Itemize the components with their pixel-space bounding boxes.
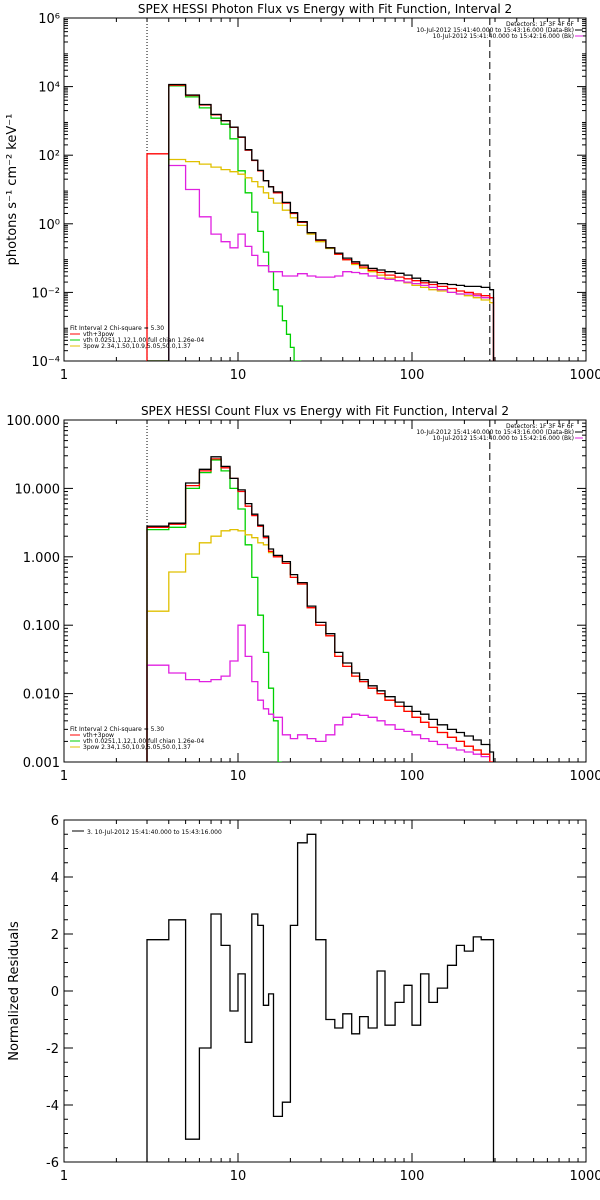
legend-entry: 3pow 2.34,1.50,10.9,5.05,50.0,1.37 xyxy=(83,744,191,751)
series-line-vth-0-0251-1-12-1-00 xyxy=(147,85,302,361)
y-tick-label: -4 xyxy=(46,1099,59,1114)
legend-top-line: Detectors: 1F 3F 4F 6F xyxy=(506,423,575,430)
y-tick-label: 10⁻² xyxy=(31,286,60,301)
x-tick-label: 1000 xyxy=(569,1169,600,1184)
legend-top-line: 10-Jul-2012 15:41:40.000 to 15:42:16.000… xyxy=(433,33,574,40)
y-tick-label: 6 xyxy=(51,814,59,829)
legend-top-line: 10-Jul-2012 15:41:40.000 to 15:43:16.000… xyxy=(416,429,574,436)
chart-title: SPEX HESSI Photon Flux vs Energy with Fi… xyxy=(138,2,512,16)
legend-entry: vth+3pow xyxy=(83,331,114,338)
plot-frame xyxy=(63,819,587,1163)
series-line-3pow-2-34-1-50-10-9- xyxy=(146,528,494,762)
x-tick-label: 100 xyxy=(400,769,425,784)
x-tick-label: 1000 xyxy=(569,769,600,784)
y-tick-label: -2 xyxy=(46,1042,59,1057)
legend-fit-header: Fit Interval 2 Chi-square = 5.30 xyxy=(70,325,164,332)
x-tick-label: 1000 xyxy=(569,368,600,383)
count-flux-plot: SPEX HESSI Count Flux vs Energy with Fit… xyxy=(6,404,600,784)
y-tick-label: 10⁻⁴ xyxy=(31,355,60,370)
chart-title: SPEX HESSI Count Flux vs Energy with Fit… xyxy=(141,404,509,418)
series-line-vth-3pow xyxy=(146,84,495,361)
series-line-bk xyxy=(146,624,494,762)
series-line-vth-3pow xyxy=(146,458,494,762)
legend-entry: 3. 10-Jul-2012 15:41:40.000 to 15:43:16.… xyxy=(87,829,222,836)
y-tick-label: 0.010 xyxy=(23,688,60,703)
legend-top-line: 10-Jul-2012 15:41:40.000 to 15:43:16.000… xyxy=(416,27,574,34)
legend-entry: 3pow 2.34,1.50,10.9,5.05,50.0,1.37 xyxy=(83,343,191,350)
x-tick-label: 10 xyxy=(230,368,247,383)
series-line-data-bk xyxy=(147,83,495,361)
y-axis-label: Normalized Residuals xyxy=(7,921,22,1061)
legend-top-line: Detectors: 1F 3F 4F 6F xyxy=(506,21,575,28)
y-tick-label: -6 xyxy=(46,1156,59,1171)
x-tick-label: 1 xyxy=(60,769,68,784)
series-line-bk xyxy=(168,164,495,361)
x-tick-label: 1 xyxy=(60,368,68,383)
plot-frame xyxy=(63,419,587,763)
y-tick-label: 10.000 xyxy=(15,482,61,497)
y-tick-label: 1.000 xyxy=(23,551,60,566)
plot-frame xyxy=(63,17,587,362)
y-tick-label: 0.001 xyxy=(23,756,60,771)
y-axis-label: photons s⁻¹ cm⁻² keV⁻¹ xyxy=(5,114,20,266)
y-tick-label: 100.000 xyxy=(6,414,60,429)
y-tick-label: 0.100 xyxy=(23,619,60,634)
y-tick-label: 2 xyxy=(51,928,59,943)
legend-entry: vth+3pow xyxy=(83,732,114,739)
legend-entry: vth 0.0251,1.12,1.00 full chian 1.26e-04 xyxy=(83,337,204,344)
y-tick-label: 10⁰ xyxy=(38,218,60,233)
x-tick-label: 10 xyxy=(230,769,247,784)
photon-flux-plot: SPEX HESSI Photon Flux vs Energy with Fi… xyxy=(5,2,600,383)
x-tick-label: 10 xyxy=(230,1169,247,1184)
legend-top-line: 10-Jul-2012 15:41:40.000 to 15:42:16.000… xyxy=(433,435,574,442)
y-tick-label: 10⁶ xyxy=(38,12,60,27)
series-line-data-bk xyxy=(146,456,495,762)
y-tick-label: 10⁴ xyxy=(38,81,60,96)
series-line-residuals xyxy=(146,833,495,1162)
legend-entry: vth 0.0251,1.12,1.00 full chian 1.26e-04 xyxy=(83,738,204,745)
x-tick-label: 1 xyxy=(60,1169,68,1184)
y-tick-label: 4 xyxy=(51,871,59,886)
x-tick-label: 100 xyxy=(400,1169,425,1184)
legend-fit-header: Fit Interval 2 Chi-square = 5.30 xyxy=(70,726,164,733)
y-tick-label: 10² xyxy=(38,149,60,164)
x-tick-label: 100 xyxy=(400,368,425,383)
y-tick-label: 0 xyxy=(51,985,59,1000)
residuals-plot: 1 10 100 1000 -6 -4 -2 0 2 4 6 Normalized Residuals… xyxy=(7,814,600,1184)
